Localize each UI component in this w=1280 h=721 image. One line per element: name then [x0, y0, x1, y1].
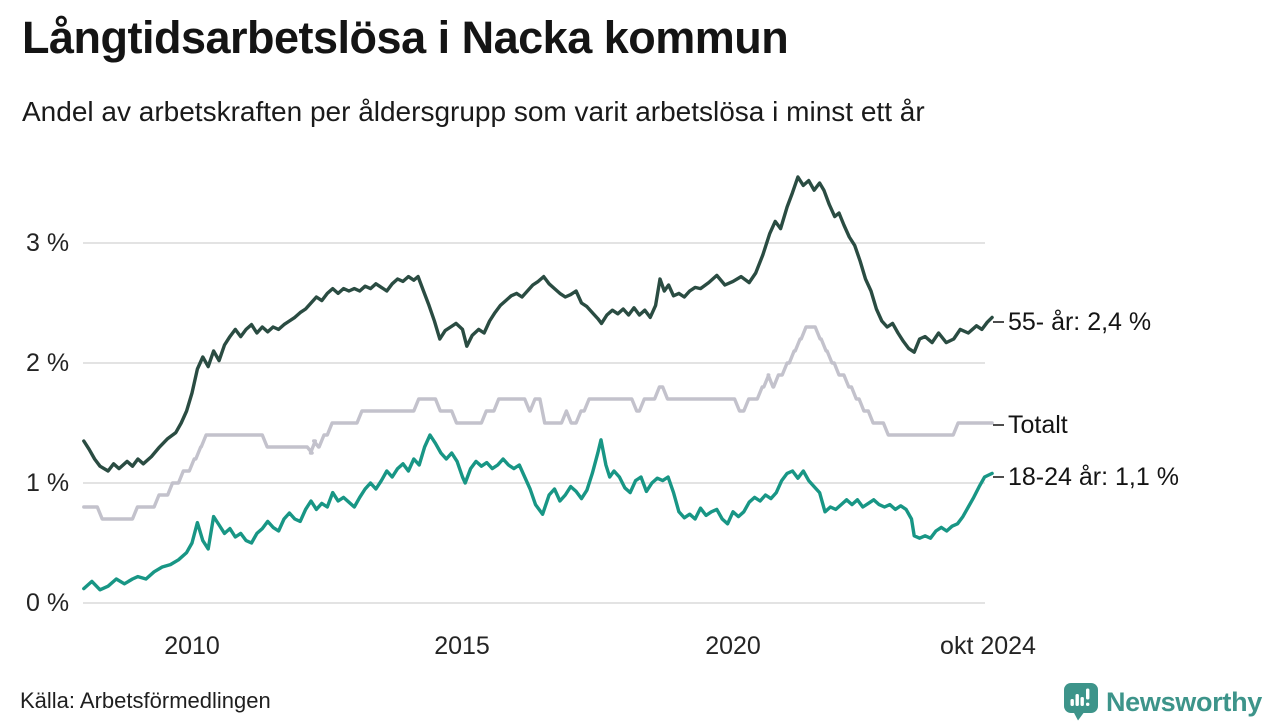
series-end-label-totalt: Totalt: [1008, 411, 1068, 439]
y-axis-tick-2: 2 %: [26, 349, 70, 377]
newsworthy-logo-text: Newsworthy: [1105, 686, 1262, 717]
series-line-18-24-ar: [82, 433, 994, 592]
y-axis-tick-1: 1 %: [26, 469, 70, 497]
chart-subtitle: Andel av arbetskraften per åldersgrupp s…: [22, 96, 925, 127]
series-end-label-55-ar: 55- år: 2,4 %: [1008, 308, 1152, 336]
x-axis-tick-2020: 2020: [705, 632, 761, 660]
newsworthy-logo: Newsworthy: [1063, 683, 1262, 721]
newsworthy-logo-icon: [1063, 683, 1098, 721]
y-axis-tick-0: 0 %: [26, 589, 70, 617]
series-line-55-ar: [82, 175, 994, 473]
x-axis-tick-2010: 2010: [164, 632, 220, 660]
x-axis-tick-okt-2024: okt 2024: [940, 632, 1036, 660]
y-axis-tick-3: 3 %: [26, 229, 70, 257]
series-line-totalt: [82, 325, 994, 521]
source-note: Källa: Arbetsförmedlingen: [20, 688, 271, 713]
x-axis-tick-2015: 2015: [434, 632, 490, 660]
series-end-label-18-24-ar: 18-24 år: 1,1 %: [1008, 463, 1179, 491]
page-title: Långtidsarbetslösa i Nacka kommun: [22, 12, 789, 63]
